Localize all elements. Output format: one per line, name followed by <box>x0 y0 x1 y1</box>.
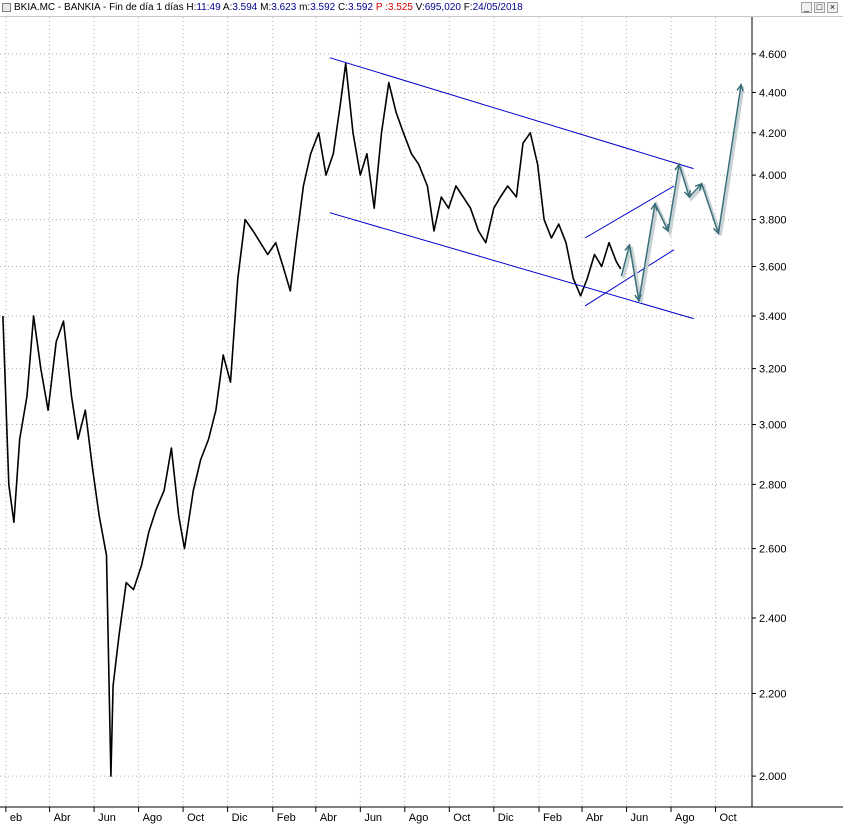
header-h-value: 11:49 <box>196 2 221 13</box>
y-tick-label: 2.600 <box>759 544 787 556</box>
header-m-label: M: <box>260 2 272 13</box>
x-tick-label: eb <box>10 812 22 824</box>
header-m-value: 3.623 <box>271 2 297 13</box>
x-tick-label: Oct <box>720 812 737 824</box>
y-tick-label: 3.400 <box>759 311 787 323</box>
x-tick-label: Oct <box>453 812 470 824</box>
y-tick-label: 2.000 <box>759 771 787 783</box>
chart-title-bar: BKIA.MC - BANKIA - Fin de día 1 días H:1… <box>0 0 843 17</box>
projection-arrowhead <box>634 293 642 303</box>
header-a-value: 3.594 <box>232 2 258 13</box>
projection-arrowhead <box>736 82 744 92</box>
header-min-label: m: <box>299 2 311 13</box>
x-tick-label: Abr <box>320 812 337 824</box>
x-tick-label: Jun <box>98 812 116 824</box>
header-period: Fin de día 1 días <box>109 2 184 13</box>
header-h-label: H: <box>186 2 197 13</box>
projection-arrowhead <box>712 226 721 236</box>
maximize-button[interactable]: □ <box>814 2 825 13</box>
header-a-label: A: <box>222 2 233 13</box>
price-line <box>2 62 622 777</box>
projection-arrowhead <box>674 162 682 172</box>
y-tick-label: 4.400 <box>759 87 787 99</box>
projection-shadow <box>621 86 745 304</box>
projection-arrowhead <box>624 243 632 253</box>
x-tick-label: Feb <box>277 812 296 824</box>
y-axis-ticks: 4.600 4.400 4.200 4.000 3.800 3.600 3.400 3.200… <box>752 49 787 783</box>
short-channel-upper-line <box>584 185 675 239</box>
header-min-value: 3.592 <box>310 2 336 13</box>
y-tick-label: 4.000 <box>759 170 787 182</box>
y-tick-label: 3.200 <box>759 364 787 376</box>
x-tick-label: Oct <box>187 812 204 824</box>
header-separator: - <box>57 2 62 13</box>
x-tick-label: Abr <box>586 812 603 824</box>
x-tick-label: Ago <box>409 812 429 824</box>
x-tick-label: Dic <box>232 812 248 824</box>
header-p-value: 3.525 <box>387 2 413 13</box>
projection-line <box>620 84 742 302</box>
projection-arrowhead <box>683 189 692 199</box>
x-tick-label: Jun <box>364 812 382 824</box>
grid-layer <box>0 17 752 807</box>
header-f-label: F: <box>463 2 473 13</box>
header-f-value: 24/05/2018 <box>472 2 523 13</box>
header-v-label: V: <box>415 2 425 13</box>
y-tick-label: 2.400 <box>759 613 787 625</box>
x-tick-label: Ago <box>143 812 163 824</box>
y-tick-label: 4.200 <box>759 128 787 140</box>
projection-arrowhead <box>662 224 669 233</box>
header-symbol: BKIA.MC <box>14 2 56 13</box>
x-tick-label: Dic <box>498 812 514 824</box>
x-tick-label: Ago <box>675 812 695 824</box>
channel-upper-line <box>329 57 694 170</box>
y-tick-label: 3.800 <box>759 215 787 227</box>
y-tick-label: 2.800 <box>759 479 787 491</box>
minimize-button[interactable]: _ <box>801 2 812 13</box>
header-v-value: 695,020 <box>424 2 461 13</box>
header-name: BANKIA <box>64 2 101 13</box>
y-tick-label: 4.600 <box>759 49 787 61</box>
channel-lower-line <box>329 212 694 320</box>
projection-arrowhead <box>694 182 703 191</box>
close-button[interactable]: × <box>827 2 838 13</box>
chart-window-icon <box>2 3 11 12</box>
x-tick-label: Abr <box>54 812 71 824</box>
short-channel-lower-line <box>584 249 675 307</box>
y-tick-label: 3.600 <box>759 261 787 273</box>
price-chart[interactable]: 4.600 4.400 4.200 4.000 3.800 3.600 3.400 3.200… <box>0 17 843 833</box>
series-layer <box>2 57 745 777</box>
header-separator: - <box>102 2 107 13</box>
y-tick-label: 3.000 <box>759 420 787 432</box>
chart-header-text: BKIA.MC - BANKIA - Fin de día 1 días H:1… <box>14 0 523 16</box>
projection-arrowhead <box>650 201 658 211</box>
y-tick-label: 2.200 <box>759 688 787 700</box>
header-p-label: P : <box>375 2 388 13</box>
header-c-label: C: <box>338 2 348 13</box>
x-tick-label: Feb <box>543 812 562 824</box>
header-c-value: 3.592 <box>348 2 374 13</box>
x-tick-label: Jun <box>631 812 649 824</box>
x-axis-ticks: eb Abr Jun Ago Oct Dic Feb Abr Jun Ago Oct Dic Feb Ab… <box>5 807 737 824</box>
